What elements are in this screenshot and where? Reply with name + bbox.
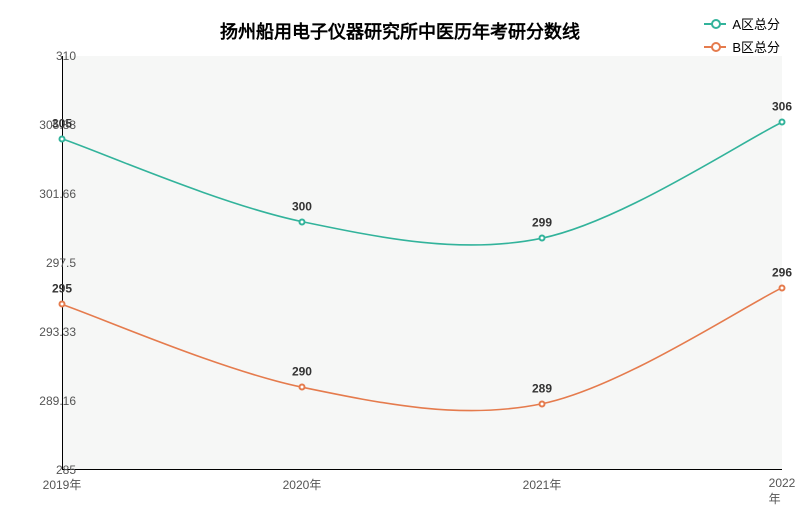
data-marker [779,119,786,126]
y-tick-label: 285 [56,463,76,477]
series-line [62,122,782,245]
y-tick-label: 310 [56,49,76,63]
data-label: 300 [292,199,312,213]
y-tick-label: 293.33 [39,325,76,339]
data-label: 289 [532,381,552,395]
series-svg [62,56,782,470]
x-tick-label: 2020年 [283,476,322,493]
legend-label-a: A区总分 [732,14,780,33]
x-tick-label: 2022年 [769,476,796,507]
series-line [62,288,782,411]
data-label: 299 [532,216,552,230]
data-marker [298,384,305,391]
data-marker [539,400,546,407]
data-marker [59,135,66,142]
data-marker [779,284,786,291]
data-label: 296 [772,265,792,279]
legend-label-b: B区总分 [732,37,780,56]
x-tick-label: 2021年 [523,476,562,493]
legend-swatch-a [704,23,726,25]
data-marker [59,301,66,308]
data-label: 290 [292,365,312,379]
legend: A区总分 B区总分 [704,14,780,60]
chart-title: 扬州船用电子仪器研究所中医历年考研分数线 [0,18,800,44]
legend-item-a: A区总分 [704,14,780,33]
legend-item-b: B区总分 [704,37,780,56]
data-label: 295 [52,282,72,296]
data-label: 306 [772,100,792,114]
line-chart: 扬州船用电子仪器研究所中医历年考研分数线 A区总分 B区总分 305300299… [0,0,800,500]
legend-swatch-b [704,46,726,48]
y-tick-label: 297.5 [46,256,76,270]
data-marker [539,235,546,242]
data-marker [298,218,305,225]
y-tick-label: 305.83 [39,118,76,132]
y-tick-label: 289.16 [39,394,76,408]
y-tick-label: 301.66 [39,187,76,201]
x-tick-label: 2019年 [43,476,82,493]
